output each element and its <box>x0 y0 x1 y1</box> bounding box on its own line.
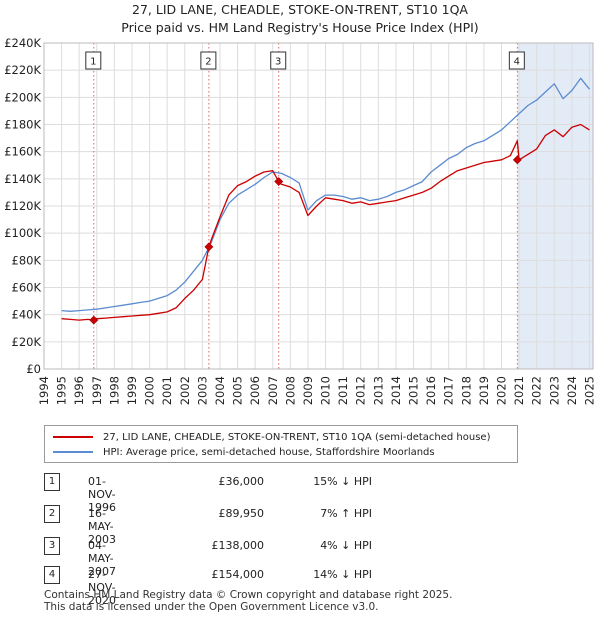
transaction-date: 04-MAY-2007 <box>88 539 116 578</box>
sale-point-marker <box>204 242 214 252</box>
sale-point-marker <box>274 177 284 186</box>
x-tick-label: 2003 <box>195 376 209 405</box>
legend-label-property: 27, LID LANE, CHEADLE, STOKE-ON-TRENT, S… <box>103 431 491 443</box>
x-tick-label: 2006 <box>248 376 262 405</box>
x-tick-label: 1994 <box>37 376 51 405</box>
y-tick-label: £80K <box>12 253 42 267</box>
transaction-date: 01-NOV-1996 <box>88 475 116 514</box>
x-tick-label: 2020 <box>495 376 509 405</box>
sale-label-number: 1 <box>90 57 96 68</box>
footer-license: Contains HM Land Registry data © Crown c… <box>44 589 452 613</box>
price-chart: 1 2 3 4 £0 £20K £40K £60K £80K £100K £120K £140K £1… <box>4 36 596 405</box>
y-tick-label: £160K <box>4 145 41 159</box>
sale-label-number: 4 <box>514 57 520 68</box>
x-tick-label: 2002 <box>178 376 192 405</box>
transaction-number: 4 <box>44 566 60 584</box>
x-tick-label: 2009 <box>301 376 315 405</box>
y-tick-label: £120K <box>4 199 41 213</box>
x-tick-label: 1999 <box>125 376 139 405</box>
x-tick-label: 2014 <box>389 376 403 405</box>
sale-point-marker <box>512 155 522 165</box>
x-tick-label: 2022 <box>530 376 544 405</box>
x-tick-label: 2008 <box>283 376 297 405</box>
legend-label-hpi: HPI: Average price, semi-detached house,… <box>103 446 435 458</box>
x-tick-label: 2012 <box>354 376 368 405</box>
x-tick-label: 1998 <box>107 376 121 405</box>
transaction-hpi-diff: 14% ↓ HPI <box>313 568 372 581</box>
legend-swatch-hpi <box>53 451 93 453</box>
y-tick-label: £0 <box>26 362 41 376</box>
x-tick-label: 2024 <box>565 376 579 405</box>
x-tick-label: 2021 <box>512 376 526 405</box>
y-tick-label: £220K <box>4 63 41 77</box>
x-tick-label: 2015 <box>407 376 421 405</box>
transaction-number: 1 <box>44 473 60 491</box>
y-tick-label: £180K <box>4 118 41 132</box>
y-tick-label: £100K <box>4 226 41 240</box>
sale-label-box <box>508 51 525 70</box>
chart-title: 27, LID LANE, CHEADLE, STOKE-ON-TRENT, S… <box>132 2 468 17</box>
y-tick-label: £200K <box>4 90 41 104</box>
transaction-price: £138,000 <box>211 539 265 552</box>
x-tick-label: 2010 <box>319 376 333 405</box>
plot-frame <box>43 42 594 370</box>
transaction-price: £154,000 <box>211 568 265 581</box>
transaction-hpi-diff: 7% ↑ HPI <box>320 507 372 520</box>
transaction-hpi-diff: 4% ↓ HPI <box>320 539 372 552</box>
footer-line-1: Contains HM Land Registry data © Crown c… <box>44 589 453 601</box>
y-tick-label: £20K <box>12 335 42 349</box>
x-tick-label: 2019 <box>477 376 491 405</box>
x-tick-label: 2018 <box>459 376 473 405</box>
x-tick-label: 2017 <box>442 376 456 405</box>
transaction-date: 16-MAY-2003 <box>88 507 116 546</box>
x-tick-label: 2011 <box>336 376 350 405</box>
transaction-price: £89,950 <box>218 507 265 520</box>
sale-label-box <box>200 51 217 70</box>
y-tick-label: £140K <box>4 172 41 186</box>
x-tick-label: 1995 <box>55 376 69 405</box>
legend-item-property: 27, LID LANE, CHEADLE, STOKE-ON-TRENT, S… <box>53 430 490 444</box>
legend: 27, LID LANE, CHEADLE, STOKE-ON-TRENT, S… <box>44 425 518 463</box>
sale-point-marker <box>89 315 99 325</box>
sale-label-number: 2 <box>205 57 211 68</box>
sale-label-box <box>85 51 102 70</box>
legend-swatch-property <box>53 436 93 438</box>
y-tick-label: £240K <box>4 36 41 50</box>
x-tick-label: 2004 <box>213 376 227 405</box>
footer-line-2: This data is licensed under the Open Gov… <box>44 601 379 613</box>
x-tick-label: 2001 <box>160 376 174 405</box>
x-tick-label: 2000 <box>143 376 157 405</box>
property-price-line <box>61 123 590 321</box>
transaction-price: £36,000 <box>218 475 265 488</box>
x-tick-label: 2007 <box>266 376 280 405</box>
transaction-date: 27-NOV-2020 <box>88 568 116 607</box>
sale-label-number: 3 <box>275 57 281 68</box>
x-tick-label: 1996 <box>72 376 86 405</box>
chart-subtitle: Price paid vs. HM Land Registry's House … <box>121 20 479 35</box>
transaction-number: 2 <box>44 505 60 523</box>
x-tick-label: 2013 <box>371 376 385 405</box>
x-tick-label: 1997 <box>90 376 104 405</box>
x-tick-label: 2025 <box>582 376 596 405</box>
x-tick-label: 2016 <box>424 376 438 405</box>
y-tick-label: £60K <box>12 281 42 295</box>
x-tick-label: 2005 <box>231 376 245 405</box>
transaction-hpi-diff: 15% ↓ HPI <box>313 475 372 488</box>
x-tick-label: 2023 <box>547 376 561 405</box>
legend-item-hpi: HPI: Average price, semi-detached house,… <box>53 445 435 459</box>
hpi-line <box>61 77 591 312</box>
y-tick-label: £40K <box>12 308 42 322</box>
transaction-number: 3 <box>44 537 60 555</box>
sale-label-box <box>270 51 287 70</box>
